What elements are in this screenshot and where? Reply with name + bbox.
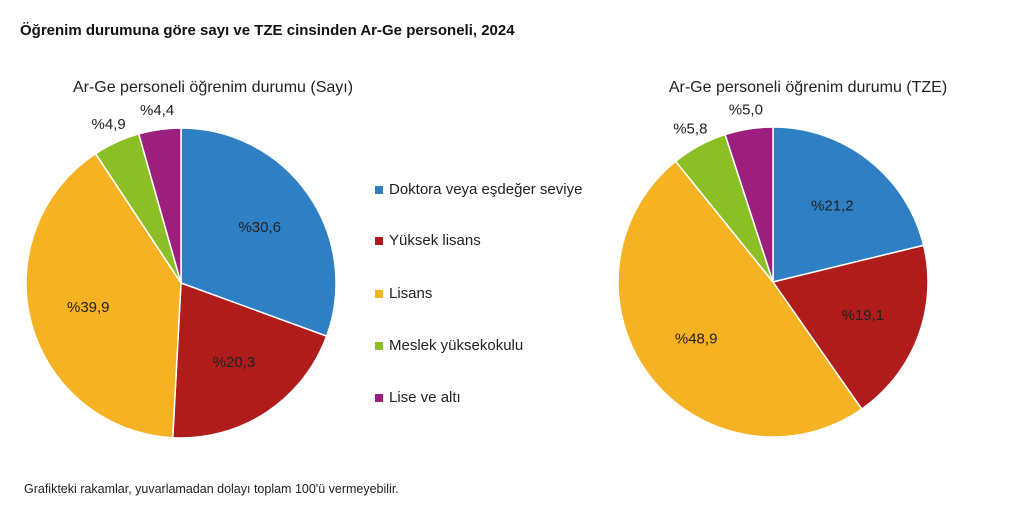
legend-swatch (375, 237, 383, 245)
slice-label: %30,6 (238, 219, 281, 236)
legend-swatch (375, 342, 383, 350)
pie-slice (137, 127, 182, 284)
legend-swatch (375, 290, 383, 298)
pie-slice (180, 127, 337, 338)
legend-swatch (375, 394, 383, 402)
legend-label: Lisans (389, 285, 433, 302)
legend-label: Yüksek lisans (389, 232, 481, 249)
pie-slice (771, 244, 929, 411)
legend-item: Doktora veya eşdeğer seviye (375, 180, 629, 200)
slice-label: %4,9 (92, 116, 126, 133)
legend-label: Doktora veya eşdeğer seviye (389, 181, 583, 198)
legend-item: Lise ve altı (375, 388, 629, 408)
legend-label: Meslek yüksekokulu (389, 337, 524, 354)
legend-item: Yüksek lisans (375, 231, 629, 251)
slice-label: %4,4 (140, 102, 174, 119)
legend-swatch (375, 186, 383, 194)
footnote: Grafikteki rakamlar, yuvarlamadan dolayı… (24, 482, 399, 496)
legend-label: Lise ve altı (389, 389, 461, 406)
slice-label: %21,2 (811, 197, 854, 214)
pie-slice (724, 126, 774, 283)
page-title: Öğrenim durumuna göre sayı ve TZE cinsin… (20, 22, 515, 39)
slice-label: %48,9 (675, 331, 718, 348)
legend-item: Lisans (375, 284, 629, 304)
slice-label: %39,9 (67, 299, 110, 316)
pie-slice (617, 160, 863, 438)
chart-title: Ar-Ge personeli öğrenim durumu (TZE) (669, 79, 947, 96)
pie-slice (171, 281, 328, 439)
chart-title: Ar-Ge personeli öğrenim durumu (Sayı) (73, 79, 353, 96)
slice-label: %19,1 (842, 307, 885, 324)
pie-slice (772, 126, 925, 283)
slice-label: %5,0 (729, 102, 763, 119)
slice-label: %5,8 (673, 120, 707, 137)
slice-label: %20,3 (213, 354, 256, 371)
legend-item: Meslek yüksekokulu (375, 336, 629, 356)
